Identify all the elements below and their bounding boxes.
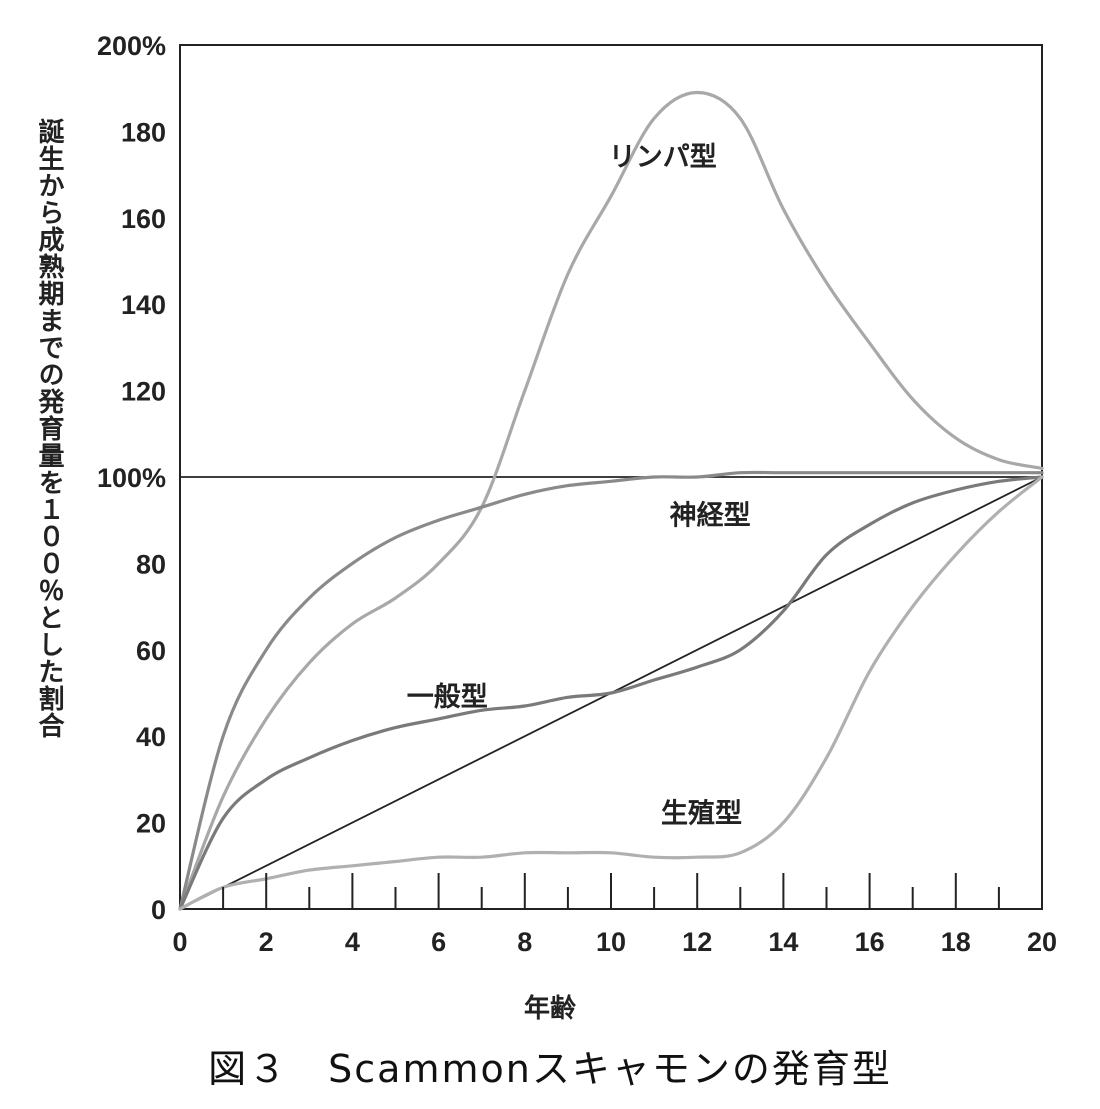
x-axis-title: 年齢 <box>523 994 576 1024</box>
x-tick-label: 16 <box>855 927 885 957</box>
y-tick-label: 0 <box>151 895 166 925</box>
y-tick-label: 200% <box>97 31 166 61</box>
series-line-lymph <box>178 90 1044 911</box>
series-label-general: 一般型 <box>407 681 488 713</box>
x-tick-label: 4 <box>345 927 360 957</box>
x-tick-label: 14 <box>768 927 798 957</box>
y-tick-label: 60 <box>136 636 166 666</box>
y-tick-label: 180 <box>121 117 166 147</box>
y-axis-title: 誕生から成熟期までの発育量を１００％とした割合 <box>34 118 64 739</box>
x-tick-label: 8 <box>517 927 532 957</box>
figure-caption: 図３ Scammonスキャモンの発育型 <box>208 1047 892 1091</box>
series-line-genital <box>178 475 1044 911</box>
x-tick-label: 10 <box>596 927 626 957</box>
x-tick-label: 18 <box>941 927 971 957</box>
series-line-general <box>178 475 1044 911</box>
y-tick-label: 20 <box>136 809 166 839</box>
series-label-neural: 神経型 <box>670 500 751 532</box>
y-tick-label: 40 <box>136 722 166 752</box>
y-tick-label: 160 <box>121 204 166 234</box>
x-tick-label: 0 <box>172 927 187 957</box>
x-tick-label: 2 <box>259 927 274 957</box>
y-tick-label: 80 <box>136 549 166 579</box>
y-axis-ticks: 0 20 40 60 80 100% 120 140 160 180 200% <box>97 31 166 925</box>
series-label-genital: 生殖型 <box>661 799 742 830</box>
series-lines <box>178 90 1044 911</box>
x-tick-label: 6 <box>431 927 446 957</box>
y-tick-label: 140 <box>121 290 166 320</box>
y-tick-label: 100% <box>97 463 166 493</box>
x-axis-ticks: 0 2 4 6 8 10 12 14 16 18 20 <box>172 873 1057 957</box>
series-line-neural <box>178 470 1044 911</box>
x-tick-label: 20 <box>1027 927 1057 957</box>
x-tick-label: 12 <box>682 927 712 957</box>
series-label-lymph: リンパ型 <box>609 142 717 173</box>
y-tick-label: 120 <box>121 377 166 407</box>
